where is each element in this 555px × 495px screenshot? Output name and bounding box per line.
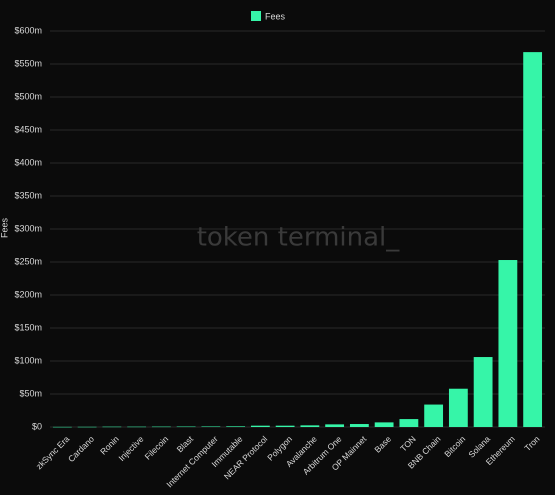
x-tick-label: Bitcoin bbox=[442, 434, 467, 459]
watermark: token terminal_ bbox=[197, 223, 401, 253]
y-tick-label: $500m bbox=[14, 91, 42, 101]
bar bbox=[325, 424, 345, 427]
y-tick-label: $600m bbox=[14, 25, 42, 35]
bar bbox=[523, 52, 543, 428]
y-tick-label: $550m bbox=[14, 58, 42, 68]
bar bbox=[424, 404, 444, 427]
legend-swatch bbox=[251, 11, 261, 21]
bar bbox=[201, 426, 221, 427]
bar bbox=[448, 388, 468, 427]
y-tick-label: $150m bbox=[14, 322, 42, 332]
y-tick-label: $200m bbox=[14, 289, 42, 299]
y-tick-label: $300m bbox=[14, 223, 42, 233]
y-tick-label: $50m bbox=[19, 388, 42, 398]
x-tick-label: Blast bbox=[175, 433, 196, 454]
x-tick-label: Injective bbox=[116, 434, 145, 463]
bar bbox=[176, 426, 196, 428]
bar bbox=[399, 419, 419, 427]
x-tick-label: Base bbox=[372, 434, 393, 455]
bar bbox=[473, 357, 493, 427]
bar bbox=[102, 426, 122, 428]
y-tick-label: $250m bbox=[14, 256, 42, 266]
bar bbox=[374, 422, 394, 427]
bar bbox=[127, 426, 147, 428]
y-tick-label: $450m bbox=[14, 124, 42, 134]
y-tick-label: $400m bbox=[14, 157, 42, 167]
bar bbox=[151, 426, 171, 428]
x-tick-label: TON bbox=[398, 434, 418, 454]
bar bbox=[77, 426, 97, 428]
x-tick-label: Tron bbox=[522, 434, 541, 453]
y-tick-label: $350m bbox=[14, 190, 42, 200]
y-tick-label: $100m bbox=[14, 355, 42, 365]
bar bbox=[250, 425, 270, 427]
bar bbox=[498, 260, 518, 427]
legend-label: Fees bbox=[265, 11, 286, 21]
x-tick-label: NEAR Protocol bbox=[222, 434, 270, 482]
bar bbox=[226, 426, 246, 427]
x-tick-label: Filecoin bbox=[143, 434, 171, 462]
x-tick-label: Cardano bbox=[66, 434, 96, 464]
y-axis-label: Fees bbox=[0, 217, 9, 238]
bar bbox=[52, 426, 72, 428]
x-tick-label: Ronin bbox=[98, 434, 121, 457]
bar bbox=[275, 425, 295, 427]
bar bbox=[300, 425, 320, 427]
y-tick-label: $0 bbox=[32, 421, 42, 431]
bar bbox=[349, 424, 369, 427]
x-tick-label: zkSync Era bbox=[34, 434, 72, 472]
